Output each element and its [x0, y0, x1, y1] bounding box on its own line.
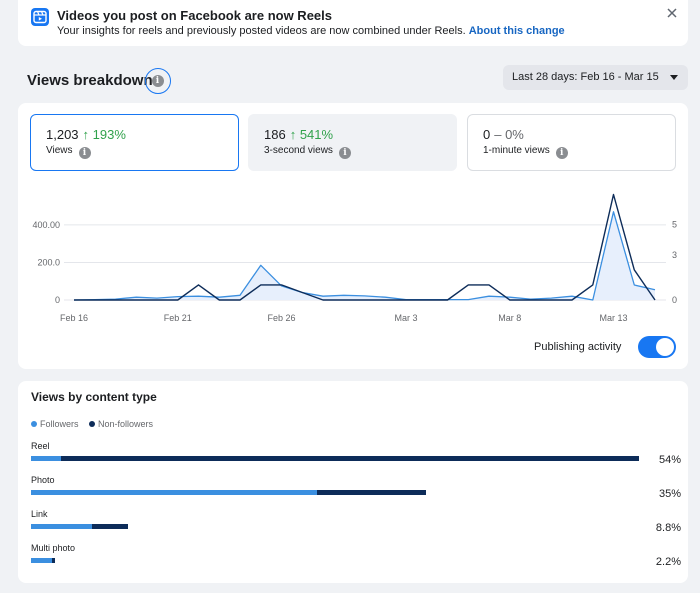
- metric-value-row: 0– 0%: [483, 127, 524, 142]
- content-row-photo: Photo 35%: [31, 475, 681, 505]
- info-icon[interactable]: i: [338, 147, 351, 159]
- info-icon: i: [151, 74, 164, 87]
- date-range-label: Last 28 days: Feb 16 - Mar 15: [512, 71, 659, 83]
- content-row-label: Reel: [31, 441, 50, 451]
- metric-label-row: 1-minute views i: [483, 145, 568, 159]
- legend-dot: [89, 421, 96, 427]
- content-row-percent: 2.2%: [655, 556, 681, 568]
- x-axis-tick-label: Mar 3: [394, 313, 417, 323]
- notice-body-text: Your insights for reels and previously p…: [57, 25, 466, 37]
- views-breakdown-info-button[interactable]: i: [145, 68, 171, 94]
- followers-bar: [31, 456, 62, 461]
- y-axis-right-tick-label: 0: [672, 295, 677, 305]
- metric-label-row: Views i: [46, 145, 91, 159]
- metric-value-row: 1,203 ↑ 193%: [46, 127, 126, 142]
- y-axis-right-tick-label: 5: [672, 220, 677, 230]
- reels-icon: [31, 8, 49, 26]
- x-axis-tick-label: Feb 21: [164, 313, 192, 323]
- y-axis-left-tick-label: 0: [55, 295, 60, 305]
- views-card: 1,203 ↑ 193% Views i 186 ↑ 541% 3-second vi…: [18, 103, 688, 369]
- metric-change: ↑ 193%: [82, 127, 126, 142]
- legend-item-non-followers: Non-followers: [89, 419, 153, 429]
- non-followers-bar: [31, 456, 639, 461]
- legend-dot: [31, 421, 37, 427]
- notice-body: Your insights for reels and previously p…: [57, 25, 565, 37]
- x-axis-tick-label: Feb 16: [60, 313, 88, 323]
- publishing-activity-toggle[interactable]: [638, 336, 676, 358]
- views-series-line: [73, 211, 656, 301]
- metric-value: 186: [264, 127, 286, 142]
- followers-bar: [31, 490, 317, 495]
- info-icon[interactable]: i: [78, 147, 91, 159]
- content-type-legend: Followers Non-followers: [31, 419, 161, 429]
- content-row-label: Link: [31, 509, 48, 519]
- metric-value-row: 186 ↑ 541%: [264, 127, 333, 142]
- content-row-percent: 35%: [658, 488, 681, 500]
- content-row-percent: 8.8%: [655, 522, 681, 534]
- metric-change: ↑ 541%: [289, 127, 334, 142]
- content-row-label: Photo: [31, 475, 55, 485]
- metric-1-minute-views[interactable]: 0– 0% 1-minute views i: [467, 114, 676, 171]
- reels-notice-banner: Videos you post on Facebook are now Reel…: [18, 0, 688, 46]
- info-icon[interactable]: i: [555, 147, 568, 159]
- content-row-label: Multi photo: [31, 543, 76, 553]
- x-axis-tick-label: Mar 13: [599, 313, 627, 323]
- metric-label: Views: [46, 145, 73, 156]
- content-row-percent: 54%: [658, 454, 681, 466]
- notice-title: Videos you post on Facebook are now Reel…: [57, 8, 332, 23]
- metric-3-second-views[interactable]: 186 ↑ 541% 3-second views i: [248, 114, 457, 171]
- legend-label: Non-followers: [98, 419, 154, 429]
- metric-label: 3-second views: [264, 145, 333, 156]
- legend-item-followers: Followers: [31, 419, 79, 429]
- toggle-knob: [656, 338, 674, 356]
- content-type-card: Views by content type Followers Non-foll…: [18, 381, 688, 583]
- legend-label: Followers: [40, 419, 79, 429]
- y-axis-right-tick-label: 3: [672, 250, 677, 260]
- metric-value: 0: [483, 127, 491, 142]
- metric-label-row: 3-second views i: [264, 145, 351, 159]
- caret-down-icon: [670, 75, 678, 80]
- followers-bar: [31, 524, 92, 529]
- y-axis-left-tick-label: 200.0: [37, 257, 60, 267]
- metric-views[interactable]: 1,203 ↑ 193% Views i: [30, 114, 239, 171]
- x-axis-tick-label: Feb 26: [267, 313, 295, 323]
- views-breakdown-title: Views breakdown: [27, 72, 153, 89]
- content-type-title: Views by content type: [31, 390, 157, 404]
- publishing-activity-series-line: [74, 193, 656, 301]
- close-icon[interactable]: [664, 5, 680, 21]
- views-line-chart: 0 200.0 400.00 0 3 5 Feb 16 Feb 21 Feb 26 Mar 3 Ma…: [32, 193, 677, 323]
- metric-label: 1-minute views: [483, 145, 550, 156]
- followers-bar: [31, 558, 53, 563]
- publishing-activity-label: Publishing activity: [534, 341, 622, 353]
- about-this-change-link[interactable]: About this change: [468, 25, 565, 37]
- date-range-dropdown[interactable]: Last 28 days: Feb 16 - Mar 15: [503, 65, 688, 90]
- content-row-link: Link 8.8%: [31, 509, 681, 539]
- x-axis-tick-label: Mar 8: [498, 313, 521, 323]
- metric-value: 1,203: [46, 127, 79, 142]
- series-area-fill: [74, 211, 655, 300]
- y-axis-left-tick-label: 400.00: [32, 220, 60, 230]
- content-row-multi-photo: Multi photo 2.2%: [31, 543, 681, 573]
- metric-change: – 0%: [494, 127, 524, 142]
- content-row-reel: Reel 54%: [31, 441, 681, 471]
